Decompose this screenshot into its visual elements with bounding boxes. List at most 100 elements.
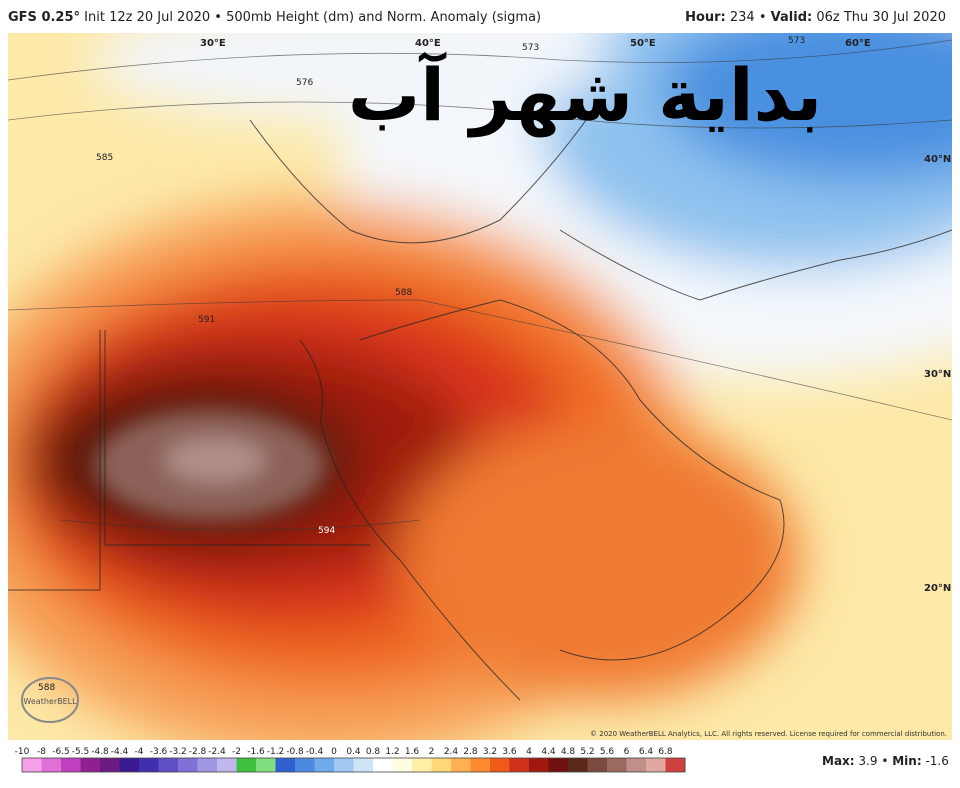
colorbar-label: 6.4: [639, 747, 654, 757]
logo-ring: [21, 677, 79, 723]
hour-label: Hour:: [685, 10, 726, 25]
copyright: © 2020 WeatherBELL Analytics, LLC. All r…: [590, 730, 947, 738]
colorbar-label: 5.6: [600, 747, 615, 757]
colorbar-swatch: [470, 758, 491, 772]
contour-label: 588: [395, 288, 412, 298]
lon-label: 40°E: [415, 38, 441, 49]
lon-label: 60°E: [845, 38, 871, 49]
lon-label: 50°E: [630, 38, 656, 49]
colorbar-label: -0.4: [306, 747, 324, 757]
separator: •: [881, 754, 888, 768]
footer: Max: 3.9 • Min: -1.6: [822, 754, 949, 768]
colorbar-swatch: [646, 758, 666, 772]
colorbar-label: 4.8: [561, 747, 576, 757]
contour-label: 573: [522, 43, 539, 53]
contour-label: 591: [198, 315, 215, 325]
model: GFS 0.25°: [8, 10, 81, 25]
colorbar-label: 5.2: [580, 747, 594, 757]
colorbar-label: 2: [429, 747, 435, 757]
colorbar-label: -3.6: [150, 747, 168, 757]
colorbar-label: 0.4: [346, 747, 361, 757]
contour-label: 576: [296, 78, 313, 88]
colorbar-swatch: [353, 758, 374, 772]
lat-label: 30°N: [924, 369, 951, 380]
colorbar-swatch: [197, 758, 218, 772]
colorbar-label: -4: [135, 747, 144, 757]
colorbar-label: -2.4: [208, 747, 226, 757]
colorbar-swatch: [22, 758, 42, 772]
colorbar-swatch: [509, 758, 530, 772]
lon-label: 30°E: [200, 38, 226, 49]
colorbar: -10 -8 -6.5 -5.5 -4.8 -4.4 -4 -3.6 -3.2 -2.8 -2.4-…: [15, 747, 686, 773]
colorbar-label: 0.8: [366, 747, 381, 757]
colorbar-swatch: [275, 758, 296, 772]
lat-label: 20°N: [924, 583, 951, 594]
separator: •: [758, 10, 767, 25]
colorbar-label: 4: [526, 747, 532, 757]
colorbar-label: -4.4: [111, 747, 129, 757]
map: [8, 33, 952, 740]
colorbar-swatch: [80, 758, 101, 772]
colorbar-swatch: [139, 758, 159, 772]
colorbar-label: -5.5: [72, 747, 90, 757]
colorbar-swatch: [431, 758, 452, 772]
colorbar-label: 1.6: [405, 747, 420, 757]
colorbar-label: 3.2: [483, 747, 497, 757]
max-label: Max:: [822, 754, 855, 768]
description: Init 12z 20 Jul 2020 • 500mb Height (dm)…: [84, 10, 542, 25]
colorbar-swatch: [61, 758, 81, 772]
valid: 06z Thu 30 Jul 2020: [816, 10, 946, 25]
colorbar-swatch: [548, 758, 569, 772]
colorbar-label: -1.6: [247, 747, 265, 757]
colorbar-swatch: [178, 758, 198, 772]
colorbar-label: -1.2: [267, 747, 285, 757]
colorbar-label: 6: [624, 747, 630, 757]
colorbar-swatch: [568, 758, 588, 772]
colorbar-border: [21, 757, 686, 773]
colorbar-swatch: [256, 758, 276, 772]
colorbar-label: -2.8: [189, 747, 207, 757]
logo: WeatherBELL: [23, 697, 77, 706]
colorbar-label: 2.8: [463, 747, 478, 757]
colorbar-swatch: [236, 758, 257, 772]
min-label: Min:: [892, 754, 921, 768]
header-right: Hour: 234 • Valid: 06z Thu 30 Jul 2020: [685, 10, 946, 25]
colorbar-swatch: [412, 758, 432, 772]
colorbar-label: 6.8: [658, 747, 673, 757]
colorbar-label: 3.6: [502, 747, 517, 757]
colorbar-label: -0.8: [286, 747, 304, 757]
header-left: GFS 0.25° Init 12z 20 Jul 2020 • 500mb H…: [8, 10, 541, 25]
colorbar-label: 2.4: [444, 747, 459, 757]
overlay-title: بداية شهر آب: [348, 51, 822, 138]
colorbar-label: -2: [232, 747, 241, 757]
max: 3.9: [858, 754, 877, 768]
colorbar-swatch: [490, 758, 510, 772]
colorbar-swatch: [392, 758, 413, 772]
colorbar-swatch: [451, 758, 471, 772]
colorbar-swatch: [607, 758, 627, 772]
colorbar-swatch: [217, 758, 237, 772]
colorbar-swatch: [665, 758, 686, 772]
colorbar-swatch: [119, 758, 140, 772]
contour-label: 573: [788, 36, 805, 46]
colorbar-label: 1.2: [385, 747, 399, 757]
valid-label: Valid:: [770, 10, 813, 25]
colorbar-swatch: [529, 758, 549, 772]
colorbar-swatch: [158, 758, 179, 772]
colorbar-swatch: [626, 758, 647, 772]
colorbar-swatch: [587, 758, 608, 772]
colorbar-label: -8: [37, 747, 46, 757]
colorbar-label: -4.8: [91, 747, 109, 757]
contour-label: 594: [318, 526, 335, 536]
coordinate-labels: 30°E 40°E 50°E 60°E 40°N 30°N 20°N: [200, 38, 951, 594]
contour-label: 585: [96, 153, 113, 163]
colorbar-label: -3.2: [169, 747, 187, 757]
colorbar-label: -6.5: [52, 747, 70, 757]
min: -1.6: [925, 754, 948, 768]
colorbar-label: 4.4: [541, 747, 556, 757]
contour-label: 588: [38, 683, 55, 693]
lat-label: 40°N: [924, 154, 951, 165]
colorbar-swatch: [334, 758, 354, 772]
